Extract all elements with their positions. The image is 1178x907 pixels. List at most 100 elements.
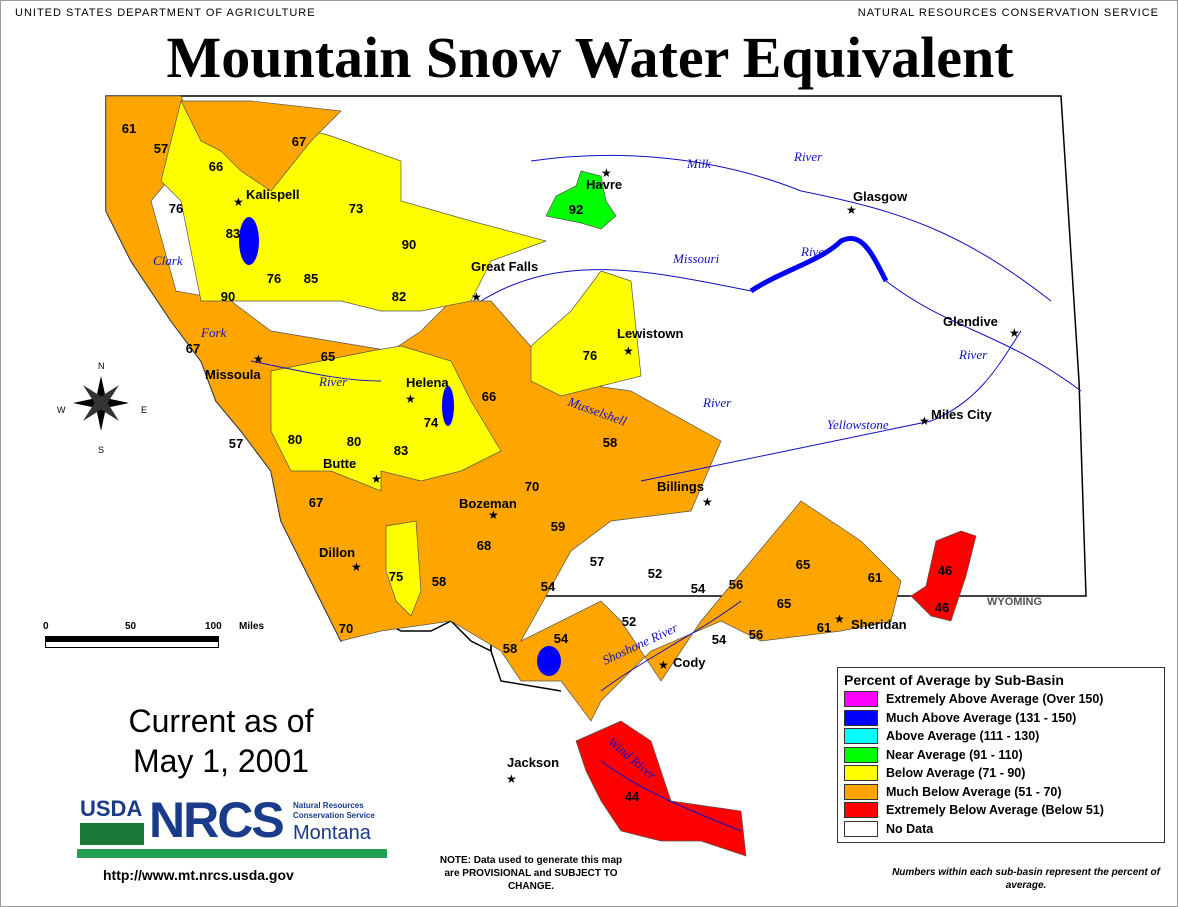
basin-label: 54 — [554, 631, 569, 646]
river-label: Missouri — [672, 251, 720, 266]
map-title: Mountain Snow Water Equivalent — [166, 25, 1014, 90]
svg-text:★: ★ — [919, 414, 930, 428]
basin-label: 80 — [347, 434, 361, 449]
current-label: Current as of — [128, 703, 314, 739]
city-billings: Billings — [657, 479, 704, 494]
svg-text:★: ★ — [1009, 326, 1020, 340]
legend-label: Extremely Above Average (Over 150) — [886, 692, 1104, 707]
basin-label: 90 — [221, 289, 235, 304]
svg-text:★: ★ — [371, 472, 382, 486]
basin-label: 46 — [935, 600, 949, 615]
legend-swatch — [844, 746, 878, 763]
basin-label: 59 — [551, 519, 565, 534]
svg-text:★: ★ — [488, 508, 499, 522]
basin-region-extreme-below-east — [910, 530, 977, 622]
basin-label: 58 — [603, 435, 617, 450]
basin-label: 66 — [209, 159, 223, 174]
basin-label: 68 — [477, 538, 491, 553]
basin-label: 57 — [154, 141, 168, 156]
basin-label: 73 — [349, 201, 363, 216]
basin-region-below-dillon — [385, 520, 422, 617]
basin-label: 56 — [749, 627, 763, 642]
usda-nrcs-logo: USDA NRCS Natural Resources Conservation … — [77, 792, 387, 859]
basin-label: 70 — [525, 479, 539, 494]
basin-label: 75 — [389, 569, 403, 584]
scale-label: 50 — [125, 621, 137, 632]
legend-swatch — [844, 802, 878, 819]
basin-labels: 61 57 66 67 76 73 83 90 76 85 82 90 92 6… — [122, 121, 952, 804]
basin-label: 83 — [226, 226, 240, 241]
numbers-note: Numbers within each sub-basin represent … — [892, 867, 1160, 891]
river-label: Yellowstone — [827, 417, 889, 432]
basin-label: 76 — [267, 271, 281, 286]
basin-label: 58 — [503, 641, 517, 656]
svg-text:★: ★ — [623, 344, 634, 358]
river-label: River — [958, 347, 988, 362]
scale-label: 0 — [43, 621, 49, 632]
city-lewistown: Lewistown — [617, 326, 684, 341]
svg-text:★: ★ — [233, 195, 244, 209]
basin-label: 52 — [648, 566, 662, 581]
canyon-ferry-lake — [442, 386, 454, 426]
legend-swatch — [844, 783, 878, 800]
basin-label: 54 — [541, 579, 556, 594]
basin-label: 61 — [122, 121, 136, 136]
current-date-value: May 1, 2001 — [132, 743, 310, 779]
basin-label: 90 — [402, 237, 416, 252]
basin-label: 74 — [424, 415, 439, 430]
basin-region-extreme-below-windriver — [575, 720, 747, 857]
river-label: Clark — [153, 253, 183, 268]
svg-text:★: ★ — [506, 772, 517, 786]
svg-text:W: W — [57, 405, 66, 415]
river-lines — [250, 154, 1082, 832]
legend-swatch — [844, 820, 878, 837]
legend-swatch — [844, 765, 878, 782]
scale-label: Miles — [239, 621, 265, 632]
city-dillon: Dillon — [319, 545, 355, 560]
basin-label: 76 — [169, 201, 183, 216]
svg-text:★: ★ — [405, 392, 416, 406]
city-great-falls: Great Falls — [471, 259, 538, 274]
river-label: River — [318, 374, 348, 389]
svg-text:★: ★ — [351, 560, 362, 574]
legend-label: Extremely Below Average (Below 51) — [886, 803, 1104, 818]
city-bozeman: Bozeman — [459, 496, 517, 511]
city-kalispell: Kalispell — [246, 187, 299, 202]
city-helena: Helena — [406, 375, 449, 390]
basin-label: 56 — [729, 577, 743, 592]
city-cody: Cody — [673, 655, 706, 670]
legend-item: Much Above Average (131 - 150) — [844, 709, 1164, 728]
basin-label: 92 — [569, 202, 583, 217]
basin-region-below-central — [270, 345, 502, 492]
provisional-note: NOTE: Data used to generate this map are… — [439, 855, 623, 892]
svg-text:★: ★ — [471, 290, 482, 304]
svg-text:S: S — [98, 445, 104, 455]
basin-label: 76 — [583, 348, 597, 363]
basin-label: 57 — [229, 436, 243, 451]
basin-label: 61 — [868, 570, 882, 585]
scale-label: 100 — [205, 621, 222, 632]
legend-label: Below Average (71 - 90) — [886, 766, 1026, 781]
legend-item: Extremely Below Average (Below 51) — [844, 801, 1164, 820]
flathead-lake — [239, 217, 259, 265]
city-havre: Havre — [586, 177, 622, 192]
legend-item: Below Average (71 - 90) — [844, 764, 1164, 783]
basin-label: 57 — [590, 554, 604, 569]
svg-text:★: ★ — [658, 658, 669, 672]
basin-label: 52 — [622, 614, 636, 629]
basin-label: 65 — [321, 349, 335, 364]
website-link[interactable]: http://www.mt.nrcs.usda.gov — [103, 867, 294, 883]
cities: Kalispell Havre Glasgow Great Falls Lewi… — [205, 166, 1020, 786]
river-label: River — [793, 149, 823, 164]
compass-rose-icon: N S E W — [57, 361, 147, 455]
current-date: Current as of May 1, 2001 — [81, 701, 361, 781]
basin-region-much-below-west — [105, 95, 902, 722]
city-glasgow: Glasgow — [853, 189, 908, 204]
city-star-icons: ★ ★ ★ ★ ★ ★ ★ ★ ★ ★ ★ ★ ★ ★ ★ ★ — [233, 166, 1020, 786]
legend-item: Extremely Above Average (Over 150) — [844, 690, 1164, 709]
yellowstone-lake — [537, 646, 561, 676]
city-jackson: Jackson — [507, 755, 559, 770]
legend-item: Near Average (91 - 110) — [844, 746, 1164, 765]
